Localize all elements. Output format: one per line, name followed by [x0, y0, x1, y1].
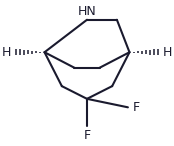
Text: F: F: [84, 129, 90, 142]
Text: HN: HN: [78, 5, 96, 18]
Text: H: H: [163, 46, 172, 59]
Text: F: F: [133, 101, 140, 114]
Text: H: H: [2, 46, 11, 59]
